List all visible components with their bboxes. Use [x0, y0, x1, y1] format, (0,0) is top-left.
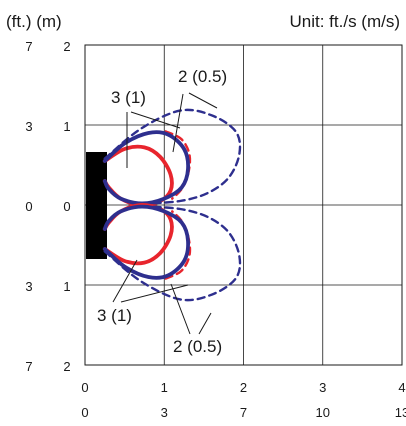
y-tick-m-label: 2 — [63, 39, 70, 54]
annotation-upper-3-1: 3 (1) — [111, 88, 146, 107]
annotation-lower-2-0.5: 2 (0.5) — [173, 337, 222, 356]
leader-lower-3-1 — [112, 259, 189, 303]
annotation-lower-3-1: 3 (1) — [97, 306, 132, 325]
y-tick-ft-label: 3 — [25, 119, 32, 134]
leader-upper-2-0.5 — [172, 92, 218, 153]
x-tick-m-label: 3 — [319, 380, 326, 395]
x-tick-ft-label: 7 — [240, 405, 247, 420]
x-tick-ft-label: 10 — [316, 405, 330, 420]
y-tick-ft-label: 0 — [25, 199, 32, 214]
y-tick-ft-label: 3 — [25, 279, 32, 294]
curve-blue-dashed-3 — [103, 108, 242, 205]
unit-label-right: Unit: ft./s (m/s) — [290, 12, 401, 31]
x-tick-m-label: 1 — [161, 380, 168, 395]
annotation-leaders — [112, 92, 218, 335]
y-tick-m-label: 2 — [63, 359, 70, 374]
x-tick-ft-label: 3 — [161, 405, 168, 420]
x-tick-m-label: 2 — [240, 380, 247, 395]
curve-blue-dashed-7 — [103, 205, 242, 302]
x-tick-ft-label: 13 — [395, 405, 406, 420]
y-tick-m-label: 1 — [63, 279, 70, 294]
y-tick-m-label: 0 — [63, 199, 70, 214]
x-tick-ft-label: 0 — [81, 405, 88, 420]
leader-lower-2-0.5 — [170, 283, 212, 335]
y-tick-m-label: 1 — [63, 119, 70, 134]
unit-label-left: (ft.) (m) — [6, 12, 62, 31]
y-tick-ft-label: 7 — [25, 359, 32, 374]
y-tick-ft-label: 7 — [25, 39, 32, 54]
curve-blue-solid-2 — [102, 130, 190, 206]
leader-upper-3-1 — [126, 111, 181, 168]
annotation-upper-2-0.5: 2 (0.5) — [178, 67, 227, 86]
indoor-unit-block — [86, 152, 107, 259]
curve-blue-solid-6 — [102, 204, 190, 280]
x-tick-m-label: 4 — [398, 380, 405, 395]
velocity-curves — [102, 108, 242, 302]
x-tick-m-label: 0 — [81, 380, 88, 395]
